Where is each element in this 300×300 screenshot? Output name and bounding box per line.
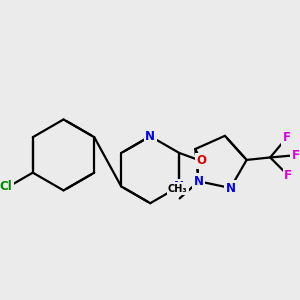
Text: Cl: Cl bbox=[0, 180, 12, 193]
Text: N: N bbox=[225, 182, 236, 194]
Text: N: N bbox=[145, 130, 155, 143]
Text: F: F bbox=[284, 169, 292, 182]
Text: F: F bbox=[283, 131, 291, 144]
Text: O: O bbox=[196, 154, 206, 167]
Text: N: N bbox=[194, 175, 204, 188]
Text: CH₃: CH₃ bbox=[168, 184, 188, 194]
Text: F: F bbox=[292, 149, 300, 162]
Text: N: N bbox=[174, 180, 184, 193]
